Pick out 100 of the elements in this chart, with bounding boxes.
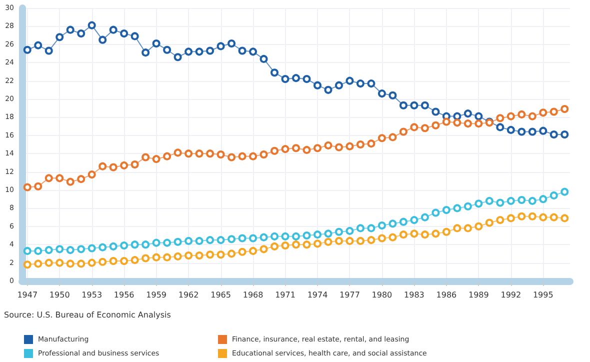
point xyxy=(216,42,225,50)
point xyxy=(216,150,225,159)
point xyxy=(302,240,311,249)
point xyxy=(270,68,279,77)
point xyxy=(216,250,225,259)
point xyxy=(324,141,332,150)
point xyxy=(550,108,558,116)
point xyxy=(420,124,429,132)
point xyxy=(260,54,268,63)
point xyxy=(56,174,64,182)
x-tick-label: 1980 xyxy=(372,290,392,300)
point xyxy=(66,260,74,268)
point xyxy=(142,153,150,162)
point xyxy=(539,108,548,117)
point xyxy=(356,140,364,148)
point xyxy=(238,248,246,256)
point xyxy=(453,224,462,232)
point xyxy=(292,240,300,249)
point xyxy=(260,150,268,159)
point xyxy=(88,244,96,252)
point xyxy=(496,198,504,207)
point xyxy=(518,128,526,136)
point xyxy=(313,240,322,248)
point xyxy=(539,195,548,204)
point xyxy=(292,232,300,240)
point xyxy=(98,36,107,44)
point xyxy=(23,246,32,255)
point xyxy=(420,213,429,222)
point xyxy=(281,145,290,154)
point xyxy=(260,245,268,254)
point xyxy=(249,48,258,56)
x-tick-label: 1989 xyxy=(468,290,489,300)
point xyxy=(88,170,96,179)
point xyxy=(388,220,397,228)
point xyxy=(560,130,569,138)
point xyxy=(313,144,322,152)
point xyxy=(56,258,64,267)
point xyxy=(130,256,139,264)
point xyxy=(44,174,53,182)
point xyxy=(410,230,418,238)
point xyxy=(334,236,343,245)
point xyxy=(464,120,472,128)
point xyxy=(238,234,246,242)
point xyxy=(367,236,376,244)
point xyxy=(388,133,397,142)
x-tick-label: 1992 xyxy=(500,290,522,300)
point xyxy=(474,112,483,120)
point xyxy=(334,228,343,236)
point xyxy=(474,120,483,128)
point xyxy=(399,230,408,239)
point xyxy=(399,128,408,136)
point xyxy=(539,126,548,135)
x-tick-label: 1995 xyxy=(532,290,554,300)
point xyxy=(528,196,536,205)
point xyxy=(496,123,504,132)
point xyxy=(77,260,86,268)
x-tick-label: 1947 xyxy=(17,290,38,300)
point xyxy=(238,152,246,160)
point xyxy=(195,150,204,158)
point xyxy=(195,236,204,245)
point xyxy=(152,253,160,262)
point xyxy=(506,196,515,205)
point xyxy=(152,155,160,164)
point xyxy=(109,242,118,250)
point xyxy=(378,134,386,142)
point xyxy=(195,252,204,260)
point xyxy=(367,140,376,148)
point xyxy=(142,254,150,262)
point xyxy=(346,76,354,85)
point xyxy=(432,208,440,217)
point xyxy=(496,114,504,122)
point xyxy=(346,226,354,235)
point xyxy=(152,39,160,48)
point xyxy=(496,216,504,224)
point xyxy=(163,152,172,160)
point xyxy=(302,146,311,154)
point xyxy=(120,161,128,170)
x-tick-label: 1968 xyxy=(242,290,264,300)
point xyxy=(184,48,193,56)
point xyxy=(528,112,536,120)
point xyxy=(324,230,332,238)
point xyxy=(228,153,236,162)
point xyxy=(560,105,569,114)
x-tick-label: 1953 xyxy=(82,290,102,300)
point xyxy=(506,214,515,222)
point xyxy=(228,250,236,258)
point xyxy=(550,191,558,200)
point xyxy=(77,245,86,254)
point xyxy=(560,214,569,222)
point xyxy=(206,150,214,158)
point xyxy=(23,46,32,54)
point xyxy=(260,233,268,242)
point xyxy=(130,240,139,249)
point xyxy=(528,128,536,136)
point xyxy=(550,213,558,222)
x-tick-label: 1962 xyxy=(178,290,199,300)
point xyxy=(420,230,429,239)
point xyxy=(142,48,150,57)
point xyxy=(44,46,53,55)
point xyxy=(399,101,408,110)
